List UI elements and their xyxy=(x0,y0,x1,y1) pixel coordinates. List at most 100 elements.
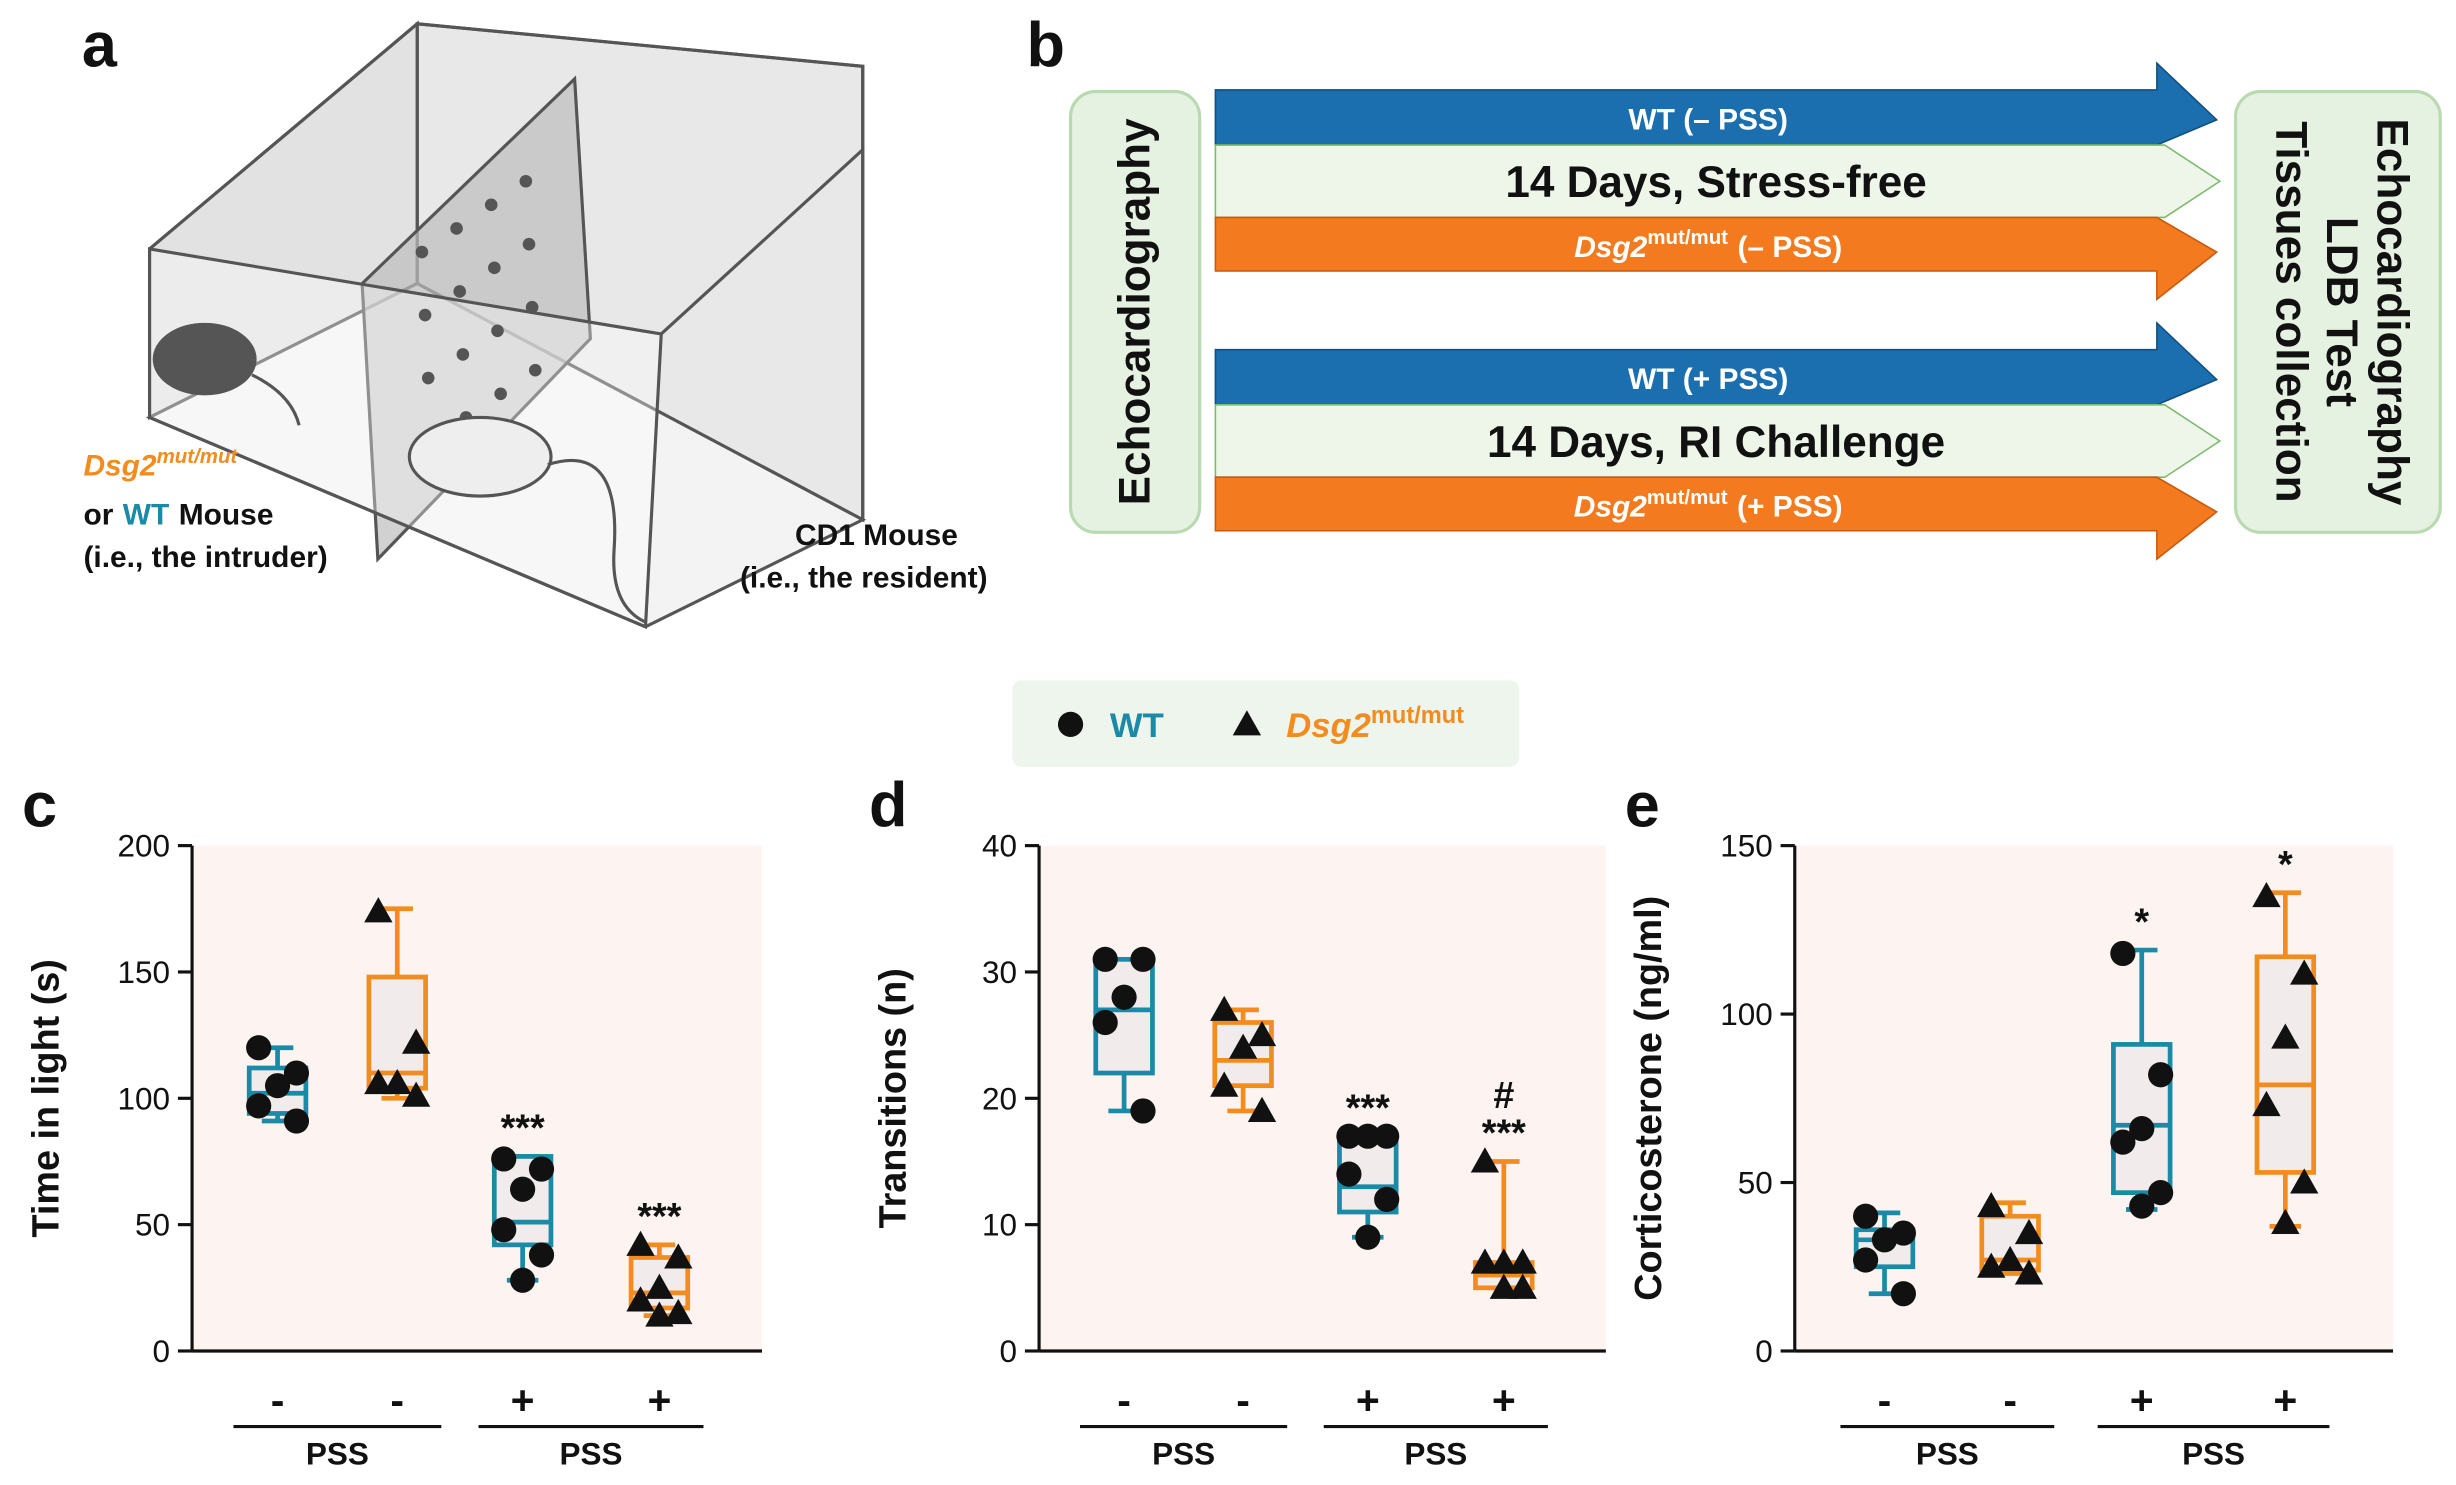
x-tick-label: - xyxy=(2003,1377,2017,1423)
circle-point xyxy=(491,1217,517,1243)
triangle-point xyxy=(2252,1090,2281,1117)
circle-point xyxy=(2110,940,2136,967)
panel-label: e xyxy=(1625,771,1660,841)
circle-point xyxy=(283,1108,310,1134)
triangle-point xyxy=(1489,1273,1518,1299)
strain: Dsg2 xyxy=(83,450,156,483)
significance: *** xyxy=(1346,1087,1390,1129)
legend-marker xyxy=(1232,710,1262,736)
x-tick-label: + xyxy=(647,1377,671,1423)
arrow-orange xyxy=(1214,216,2219,301)
intruder-line: or WT Mouse xyxy=(83,498,273,531)
triangle-point xyxy=(1508,1248,1537,1274)
triangle-point xyxy=(401,1028,431,1054)
box xyxy=(2254,954,2317,1175)
y-tick-label: 50 xyxy=(1738,1166,1773,1201)
triangle-point xyxy=(2271,1023,2300,1049)
circle-point xyxy=(2148,1062,2174,1088)
triangle-point xyxy=(1247,1020,1277,1047)
triangle-point xyxy=(2290,1168,2319,1194)
panel-label: c xyxy=(22,771,57,841)
triangle-point xyxy=(1470,1248,1500,1274)
arm-bottom: Dsg2mut/mut (+ PSS) xyxy=(1574,486,1843,524)
significance: * xyxy=(2278,844,2293,886)
circle-point xyxy=(1890,1220,1916,1246)
x-tick-label: - xyxy=(1236,1377,1250,1423)
x-tick-label: + xyxy=(1356,1377,1380,1423)
circle-point xyxy=(2129,1193,2155,1219)
triangle-point xyxy=(2014,1218,2044,1245)
condition: (+ PSS) xyxy=(1737,491,1843,524)
end-text: LDB Test xyxy=(2317,217,2366,408)
end-text: Tissues collection xyxy=(2267,121,2316,502)
legend-name: Dsg2 xyxy=(1286,707,1371,745)
y-tick-label: 40 xyxy=(982,829,1017,864)
triangle-point xyxy=(645,1273,674,1299)
circle-point xyxy=(2148,1180,2174,1206)
strain-sup: mut/mut xyxy=(1647,226,1728,249)
circle-point xyxy=(1111,984,1137,1010)
triangle-point xyxy=(1489,1248,1518,1274)
or: or xyxy=(83,498,113,531)
legend-label: WT xyxy=(1110,707,1164,745)
triangle-point xyxy=(1977,1252,2006,1278)
mouse: Mouse xyxy=(179,498,274,531)
legend-marker xyxy=(1057,711,1084,737)
triangle-point xyxy=(1210,1071,1239,1097)
start-text: Echocardiography xyxy=(1110,118,1159,505)
resident-name: CD1 Mouse xyxy=(795,519,958,552)
start-box xyxy=(1068,89,1202,534)
circle-point xyxy=(1374,1186,1400,1212)
circle-point xyxy=(1853,1203,1879,1229)
triangle-point xyxy=(1508,1273,1537,1299)
circle-point xyxy=(1130,1098,1156,1124)
strain-sup: mut/mut xyxy=(157,445,239,468)
y-tick-label: 100 xyxy=(118,1081,171,1116)
triangle-point xyxy=(626,1230,655,1256)
circle-point xyxy=(1092,1009,1118,1036)
group-label: PSS xyxy=(306,1436,369,1471)
triangle-point xyxy=(1977,1191,2006,1218)
circle-point xyxy=(246,1093,272,1119)
circle-point xyxy=(283,1060,310,1086)
x-tick-label: + xyxy=(2273,1377,2297,1423)
y-tick-label: 150 xyxy=(1720,829,1773,864)
triangle-point xyxy=(383,1068,412,1095)
triangle-point xyxy=(626,1286,655,1312)
circle-point xyxy=(1336,1161,1362,1187)
triangle-point xyxy=(364,897,393,923)
arm-top: WT (+ PSS) xyxy=(1628,363,1788,396)
triangle-point xyxy=(1247,1096,1277,1122)
arm-bottom: Dsg2mut/mut (– PSS) xyxy=(1574,226,1842,264)
circle-point xyxy=(1355,1123,1381,1149)
x-tick-label: - xyxy=(1878,1377,1892,1423)
significance: *** xyxy=(501,1108,545,1150)
legend-sup: mut/mut xyxy=(1371,703,1464,729)
triangle-point xyxy=(364,1068,393,1095)
y-tick-label: 0 xyxy=(153,1334,171,1369)
circle-point xyxy=(246,1035,272,1061)
circle-point xyxy=(1092,946,1118,972)
arrow-green xyxy=(1214,404,2222,479)
x-tick-label: + xyxy=(511,1377,535,1423)
panel-label: b xyxy=(1026,10,1064,80)
circle-point xyxy=(528,1242,555,1268)
triangle-point xyxy=(645,1301,674,1327)
significance: *** xyxy=(1482,1113,1526,1155)
triangle-point xyxy=(2271,1208,2300,1234)
y-tick-label: 200 xyxy=(118,829,171,864)
group-label: PSS xyxy=(560,1436,623,1471)
panel-label: a xyxy=(82,10,118,80)
x-tick-label: + xyxy=(2130,1377,2154,1423)
y-axis-label: Transitions (n) xyxy=(872,968,914,1228)
strain: Dsg2 xyxy=(1574,231,1647,264)
arm-middle: 14 Days, RI Challenge xyxy=(1487,418,1945,467)
x-tick-label: + xyxy=(1492,1377,1516,1423)
triangle-point xyxy=(1470,1147,1500,1173)
end-text: Echocardiography xyxy=(2367,118,2416,505)
significance: * xyxy=(2134,901,2149,943)
arrow-green xyxy=(1214,144,2222,219)
intruder-strain: Dsg2mut/mut xyxy=(83,445,238,483)
